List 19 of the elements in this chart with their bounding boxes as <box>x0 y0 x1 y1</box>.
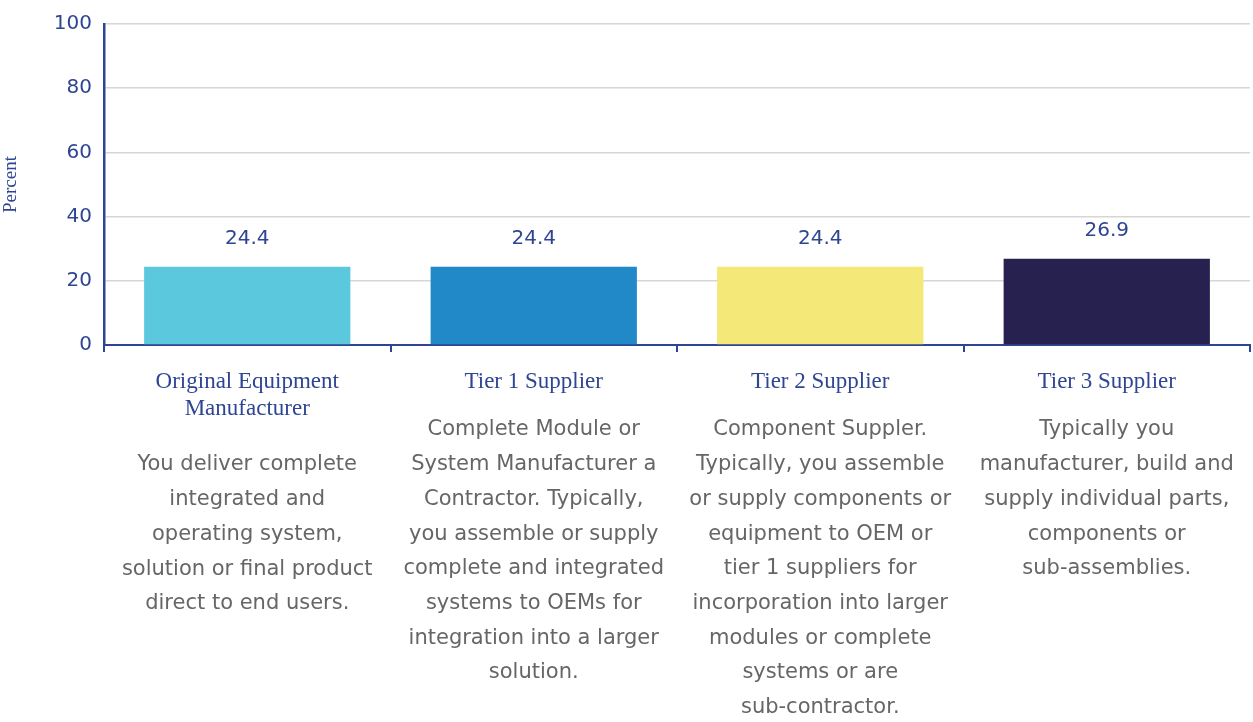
data-label: 24.4 <box>511 224 557 249</box>
x-tick-label: Tier 3 Supplier <box>1037 367 1177 393</box>
x-tick-label: Tier 1 Supplier <box>464 367 604 393</box>
text: You deliver complete integrated and operating system, solution or final product direct to end users. <box>121 451 373 615</box>
data-label: 26.9 <box>1084 216 1130 241</box>
y-tick-label: 100 <box>53 10 92 35</box>
x-tick-label: Tier 2 Supplier <box>751 367 890 393</box>
data-label: 24.4 <box>797 224 843 249</box>
data-label: 24.4 <box>224 224 270 249</box>
text: Component Suppler. Typically, you assemble or supply components or equipment to OEM or tier 1 suppliers for incorporation into larger modules or complete systems or are sub-contractor. <box>689 416 952 719</box>
y-tick-label: 20 <box>66 267 92 291</box>
y-axis-title: Percent <box>0 155 21 213</box>
y-tick-label: 60 <box>66 138 92 163</box>
text: Typically you manufacturer, build and supply individual parts, components or sub-assemblies. <box>979 416 1234 580</box>
y-tick-label: 80 <box>66 74 92 99</box>
text: Complete Module or System Manufacturer a Contractor. Typically, you assemble or supply complete and integrated systems to OEMs for integration into a larger solution. <box>403 416 665 684</box>
y-tick-label: 40 <box>66 202 92 227</box>
y-tick-label: 0 <box>79 331 92 356</box>
x-tick-label: Original Equipment Manufacturer <box>155 367 340 421</box>
